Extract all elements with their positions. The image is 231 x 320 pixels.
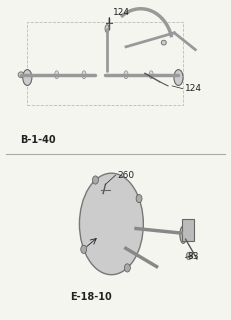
Ellipse shape (149, 71, 153, 79)
FancyBboxPatch shape (182, 219, 194, 241)
Ellipse shape (180, 226, 187, 243)
Text: 260: 260 (118, 171, 135, 180)
Circle shape (125, 264, 130, 272)
Ellipse shape (161, 40, 166, 45)
Ellipse shape (23, 69, 32, 85)
Ellipse shape (82, 71, 86, 79)
Circle shape (186, 252, 192, 260)
Text: B-1-40: B-1-40 (20, 135, 55, 145)
Ellipse shape (18, 72, 24, 77)
Ellipse shape (55, 71, 59, 79)
Text: 124: 124 (185, 84, 202, 93)
Circle shape (81, 245, 87, 253)
Ellipse shape (79, 173, 143, 275)
Text: 124: 124 (113, 8, 130, 17)
Ellipse shape (124, 71, 128, 79)
Text: E-18-10: E-18-10 (70, 292, 112, 302)
Ellipse shape (176, 72, 181, 77)
Circle shape (136, 195, 142, 203)
Ellipse shape (105, 25, 109, 33)
Ellipse shape (174, 69, 183, 85)
Circle shape (92, 176, 98, 184)
Text: 83: 83 (187, 252, 199, 261)
